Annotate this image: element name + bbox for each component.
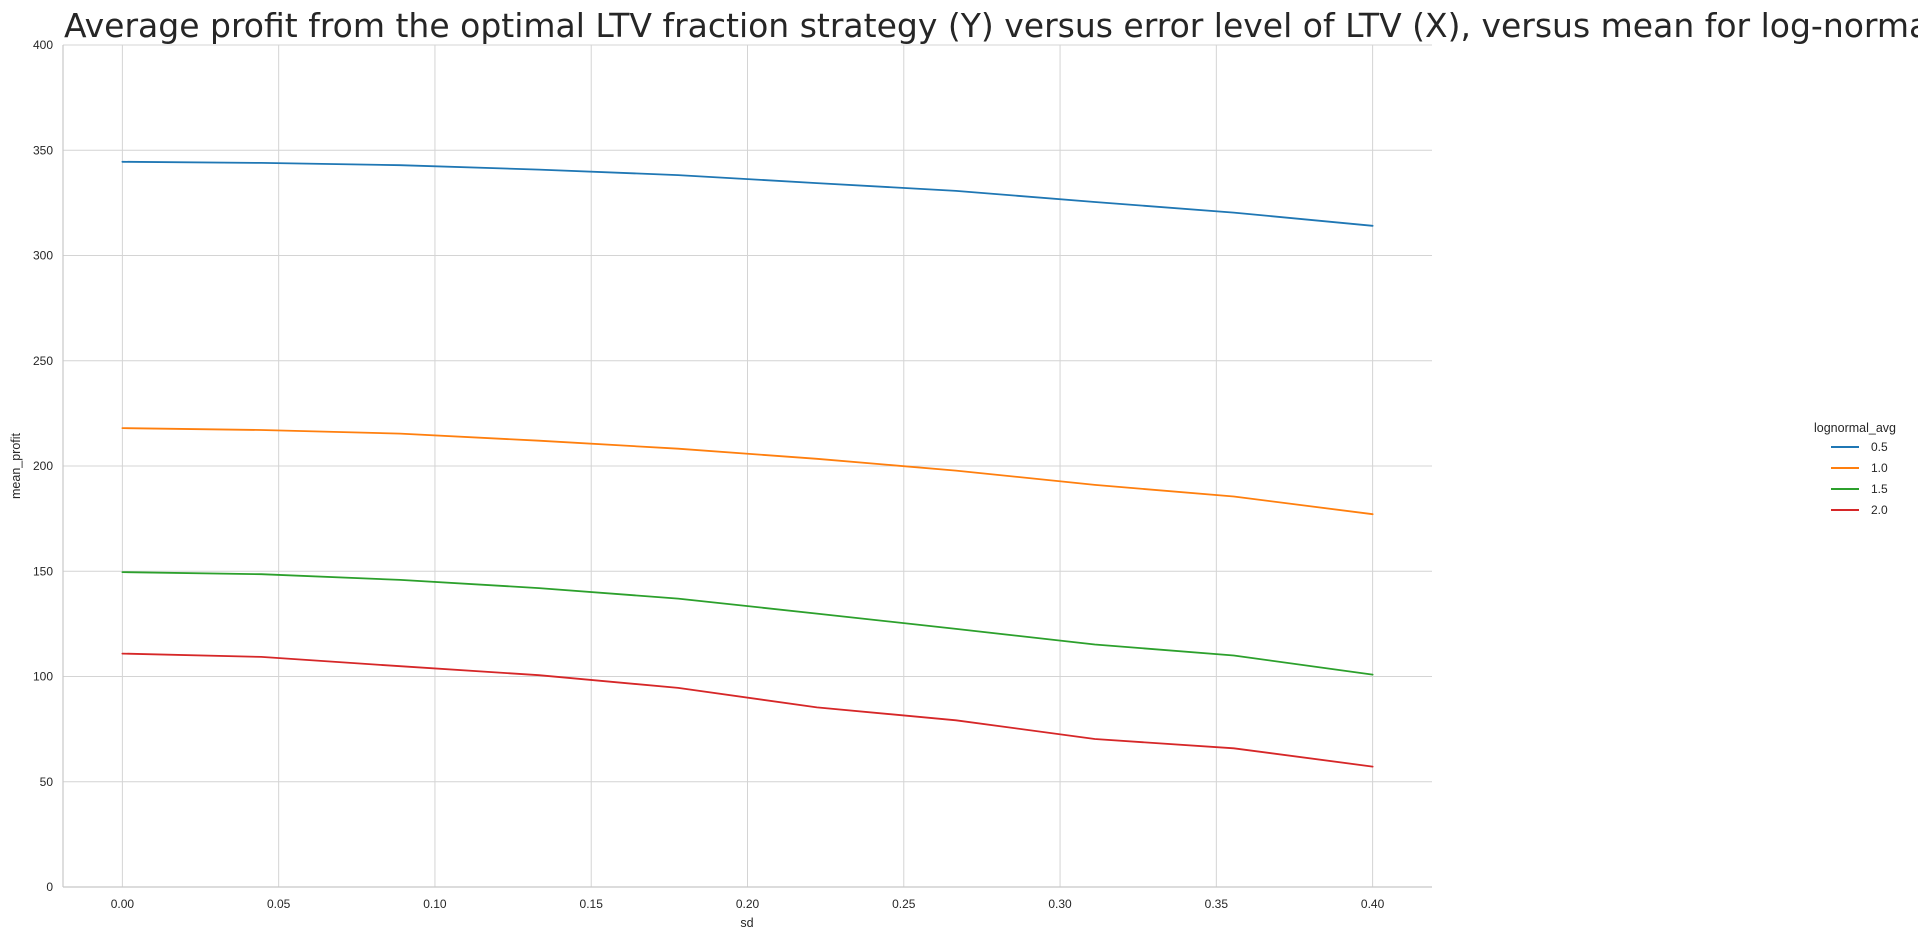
legend-label-0-5: 0.5 bbox=[1871, 440, 1888, 454]
y-tick-label: 50 bbox=[40, 775, 54, 789]
series-line-0-5 bbox=[121, 160, 1374, 227]
x-tick-labels: 0.00 0.05 0.10 0.15 0.20 0.25 0.30 0.35 0.40 bbox=[111, 897, 1385, 911]
series-line-1-5 bbox=[121, 571, 1374, 676]
series-line-1-0 bbox=[121, 427, 1374, 516]
y-tick-label: 250 bbox=[33, 354, 53, 368]
x-tick-label: 0.20 bbox=[736, 897, 760, 911]
x-tick-label: 0.15 bbox=[580, 897, 604, 911]
x-tick-label: 0.00 bbox=[111, 897, 135, 911]
x-tick-label: 0.40 bbox=[1361, 897, 1385, 911]
y-tick-label: 0 bbox=[46, 880, 53, 894]
x-tick-label: 0.05 bbox=[267, 897, 291, 911]
x-tick-label: 0.25 bbox=[892, 897, 916, 911]
legend-title: lognormal_avg bbox=[1814, 421, 1896, 435]
chart-title: Average profit from the optimal LTV frac… bbox=[64, 6, 1918, 45]
y-tick-label: 200 bbox=[33, 459, 53, 473]
y-gridlines bbox=[63, 44, 1432, 783]
y-tick-label: 100 bbox=[33, 670, 53, 684]
y-tick-label: 350 bbox=[33, 143, 53, 157]
y-axis-label: mean_profit bbox=[9, 432, 23, 499]
y-tick-label: 150 bbox=[33, 564, 53, 578]
y-tick-label: 300 bbox=[33, 249, 53, 263]
x-tick-label: 0.10 bbox=[423, 897, 447, 911]
x-tick-label: 0.30 bbox=[1048, 897, 1072, 911]
x-axis-label: sd bbox=[740, 916, 753, 930]
y-tick-labels: 0 50 100 150 200 250 300 350 400 bbox=[33, 38, 53, 894]
x-tick-label: 0.35 bbox=[1205, 897, 1229, 911]
y-tick-label: 400 bbox=[33, 38, 53, 52]
legend-label-1-5: 1.5 bbox=[1871, 482, 1888, 496]
series-lines bbox=[121, 160, 1374, 768]
legend-label-2-0: 2.0 bbox=[1871, 503, 1888, 517]
legend-label-1-0: 1.0 bbox=[1871, 461, 1888, 475]
series-line-2-0 bbox=[121, 652, 1374, 768]
legend: lognormal_avg 0.5 1.0 1.5 2.0 bbox=[1814, 421, 1896, 517]
